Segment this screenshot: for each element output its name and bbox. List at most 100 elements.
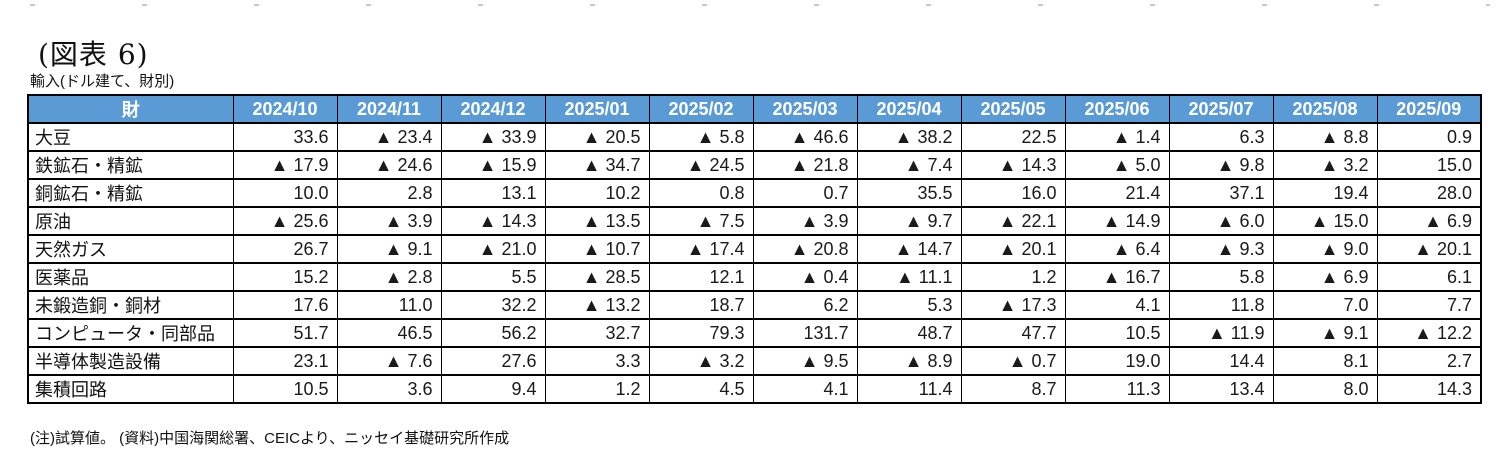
column-header-month: 2025/08 xyxy=(1272,94,1378,124)
value-cell: ▲ 7.6 xyxy=(336,346,442,376)
value-cell: 13.1 xyxy=(440,178,546,208)
value-cell: 5.5 xyxy=(440,262,546,292)
row-label: 銅鉱石・精鉱 xyxy=(27,178,234,208)
value-cell: ▲ 24.6 xyxy=(336,150,442,180)
table-row: 天然ガス 26.7 ▲ 9.1 ▲ 21.0 ▲ 10.7 ▲ 17.4 ▲ 20.8 ▲ 1… xyxy=(27,234,1482,264)
value-cell: ▲ 0.7 xyxy=(960,346,1066,376)
row-label: 原油 xyxy=(27,206,234,236)
value-cell: 131.7 xyxy=(752,318,858,348)
value-cell: 10.2 xyxy=(544,178,650,208)
row-label: 医薬品 xyxy=(27,262,234,292)
value-cell: ▲ 24.5 xyxy=(648,150,754,180)
value-cell: ▲ 20.8 xyxy=(752,234,858,264)
value-cell: ▲ 11.1 xyxy=(856,262,962,292)
value-cell: ▲ 2.8 xyxy=(336,262,442,292)
value-cell: ▲ 9.8 xyxy=(1168,150,1274,180)
value-cell: ▲ 12.2 xyxy=(1376,318,1482,348)
value-cell: 12.1 xyxy=(648,262,754,292)
value-cell: ▲ 9.0 xyxy=(1272,234,1378,264)
value-cell: ▲ 8.8 xyxy=(1272,122,1378,152)
value-cell: ▲ 17.9 xyxy=(232,150,338,180)
value-cell: 27.6 xyxy=(440,346,546,376)
page-top-dashed-divider xyxy=(30,4,1490,6)
value-cell: 13.4 xyxy=(1168,374,1274,404)
value-cell: ▲ 23.4 xyxy=(336,122,442,152)
value-cell: 56.2 xyxy=(440,318,546,348)
value-cell: 28.0 xyxy=(1376,178,1482,208)
value-cell: ▲ 5.8 xyxy=(648,122,754,152)
value-cell: ▲ 15.9 xyxy=(440,150,546,180)
value-cell: 22.5 xyxy=(960,122,1066,152)
row-label: 半導体製造設備 xyxy=(27,346,234,376)
value-cell: ▲ 46.6 xyxy=(752,122,858,152)
value-cell: ▲ 38.2 xyxy=(856,122,962,152)
value-cell: ▲ 5.0 xyxy=(1064,150,1170,180)
value-cell: ▲ 8.9 xyxy=(856,346,962,376)
value-cell: ▲ 21.8 xyxy=(752,150,858,180)
value-cell: ▲ 13.5 xyxy=(544,206,650,236)
value-cell: ▲ 34.7 xyxy=(544,150,650,180)
row-label: 未鍛造銅・銅材 xyxy=(27,290,234,320)
value-cell: 32.2 xyxy=(440,290,546,320)
value-cell: 2.7 xyxy=(1376,346,1482,376)
table-row: 集積回路 10.5 3.6 9.4 1.2 4.5 4.1 11.4 8.7 11.3 13.4 8.… xyxy=(27,374,1482,404)
value-cell: 32.7 xyxy=(544,318,650,348)
row-label: コンピュータ・同部品 xyxy=(27,318,234,348)
value-cell: ▲ 20.1 xyxy=(1376,234,1482,264)
value-cell: ▲ 16.7 xyxy=(1064,262,1170,292)
value-cell: 15.0 xyxy=(1376,150,1482,180)
value-cell: 4.1 xyxy=(1064,290,1170,320)
value-cell: ▲ 28.5 xyxy=(544,262,650,292)
value-cell: 37.1 xyxy=(1168,178,1274,208)
value-cell: ▲ 3.9 xyxy=(752,206,858,236)
value-cell: 4.1 xyxy=(752,374,858,404)
value-cell: ▲ 3.2 xyxy=(648,346,754,376)
value-cell: 1.2 xyxy=(960,262,1066,292)
source-note: (注)試算値。 (資料)中国海関総署、CEICより、ニッセイ基礎研究所作成 xyxy=(30,430,510,447)
value-cell: ▲ 21.0 xyxy=(440,234,546,264)
value-cell: 8.1 xyxy=(1272,346,1378,376)
value-cell: 79.3 xyxy=(648,318,754,348)
value-cell: ▲ 0.4 xyxy=(752,262,858,292)
value-cell: 16.0 xyxy=(960,178,1066,208)
table-row: 未鍛造銅・銅材 17.6 11.0 32.2 ▲ 13.2 18.7 6.2 5.3 ▲ 17.… xyxy=(27,290,1482,320)
column-header-month: 2025/09 xyxy=(1376,94,1482,124)
column-header-month: 2024/10 xyxy=(232,94,338,124)
value-cell: 17.6 xyxy=(232,290,338,320)
value-cell: 6.3 xyxy=(1168,122,1274,152)
column-header-month: 2024/11 xyxy=(336,94,442,124)
value-cell: ▲ 20.1 xyxy=(960,234,1066,264)
value-cell: 6.1 xyxy=(1376,262,1482,292)
value-cell: ▲ 14.3 xyxy=(960,150,1066,180)
value-cell: 0.9 xyxy=(1376,122,1482,152)
column-header-month: 2024/12 xyxy=(440,94,546,124)
value-cell: 35.5 xyxy=(856,178,962,208)
value-cell: ▲ 9.5 xyxy=(752,346,858,376)
value-cell: ▲ 14.3 xyxy=(440,206,546,236)
column-header-month: 2025/05 xyxy=(960,94,1066,124)
value-cell: ▲ 6.4 xyxy=(1064,234,1170,264)
column-header-month: 2025/04 xyxy=(856,94,962,124)
value-cell: ▲ 20.5 xyxy=(544,122,650,152)
table-row: 原油 ▲ 25.6 ▲ 3.9 ▲ 14.3 ▲ 13.5 ▲ 7.5 ▲ 3.9 ▲ 9.7… xyxy=(27,206,1482,236)
value-cell: 46.5 xyxy=(336,318,442,348)
value-cell: 48.7 xyxy=(856,318,962,348)
value-cell: 1.2 xyxy=(544,374,650,404)
value-cell: 23.1 xyxy=(232,346,338,376)
value-cell: 26.7 xyxy=(232,234,338,264)
value-cell: ▲ 15.0 xyxy=(1272,206,1378,236)
value-cell: 2.8 xyxy=(336,178,442,208)
value-cell: 9.4 xyxy=(440,374,546,404)
value-cell: 0.7 xyxy=(752,178,858,208)
value-cell: ▲ 33.9 xyxy=(440,122,546,152)
value-cell: 5.8 xyxy=(1168,262,1274,292)
value-cell: 5.3 xyxy=(856,290,962,320)
value-cell: ▲ 17.3 xyxy=(960,290,1066,320)
value-cell: ▲ 25.6 xyxy=(232,206,338,236)
column-header-month: 2025/01 xyxy=(544,94,650,124)
value-cell: 11.3 xyxy=(1064,374,1170,404)
column-header-month: 2025/07 xyxy=(1168,94,1274,124)
value-cell: 47.7 xyxy=(960,318,1066,348)
row-label: 鉄鉱石・精鉱 xyxy=(27,150,234,180)
value-cell: 11.8 xyxy=(1168,290,1274,320)
